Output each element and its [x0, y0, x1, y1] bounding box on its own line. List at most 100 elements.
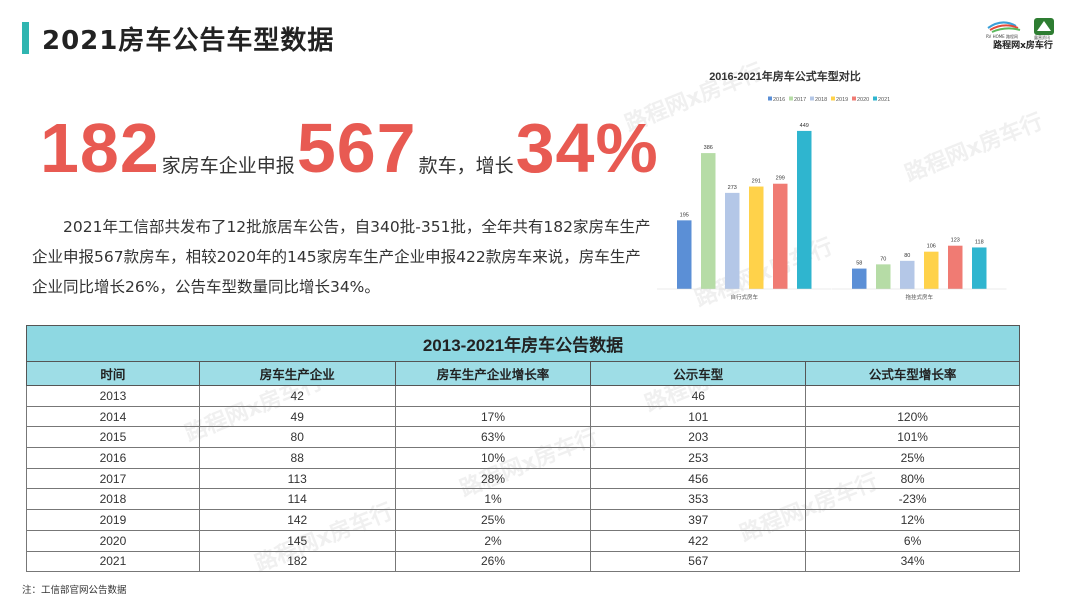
legend-label: 2019	[836, 97, 848, 103]
table-cell: 120%	[805, 405, 1020, 428]
header-models: 公示车型	[590, 361, 807, 386]
legend-swatch	[852, 96, 856, 101]
footnote: 注：工信部官网公告数据	[22, 585, 127, 596]
table-cell: 2%	[394, 529, 592, 552]
table-cell: 422	[590, 529, 807, 552]
table-cell: 101	[590, 405, 807, 428]
header-model-growth: 公式车型增长率	[805, 361, 1020, 386]
table-cell: 145	[198, 529, 396, 552]
bar-value-label: 106	[927, 244, 936, 250]
legend-swatch	[873, 96, 877, 101]
bar	[972, 247, 987, 289]
headline: 182 家房车企业申报 567 款车，增长 34%	[40, 108, 659, 192]
table-row: 2013 42 46	[26, 385, 1020, 407]
brand-logo: RV HOME 路程网 露营资讯	[986, 18, 1054, 40]
table-cell: 2021	[26, 550, 200, 573]
table-cell: 12%	[805, 509, 1020, 531]
bar	[749, 186, 764, 289]
table-cell: 25%	[394, 509, 592, 531]
table-cell: 113	[198, 467, 396, 490]
comparison-bar-chart: 2016-2021年房车公式车型对比 2016 2017 2018 2019 2020 20…	[657, 69, 1007, 301]
headline-model-count: 567	[296, 109, 417, 187]
bar-value-label: 80	[904, 253, 910, 259]
table-cell	[394, 385, 592, 407]
table-cell: 2016	[26, 447, 200, 469]
header-year: 时间	[26, 361, 200, 386]
table-row: 2014 49 17% 101 120%	[26, 405, 1020, 428]
table-row: 2021 182 26% 567 34%	[26, 550, 1020, 573]
table-cell: 28%	[394, 467, 592, 490]
legend-label: 2016	[773, 97, 785, 103]
bar-value-label: 123	[951, 238, 960, 244]
title-accent-bar	[22, 22, 29, 54]
bar	[924, 251, 939, 289]
table-cell: 10%	[394, 447, 592, 469]
headline-text-1: 家房车企业申报	[161, 155, 295, 177]
table-cell: 567	[590, 550, 807, 573]
bar-value-label: 70	[880, 256, 886, 262]
table-cell: 80	[198, 426, 396, 449]
bar	[852, 268, 867, 289]
bar-value-label: 299	[776, 176, 785, 182]
bar-value-label: 291	[752, 179, 761, 185]
table-title: 2013-2021年房车公告数据	[26, 325, 1020, 362]
table-cell: -23%	[805, 488, 1020, 511]
table-cell: 2013	[26, 385, 200, 407]
table-cell: 26%	[394, 550, 592, 573]
table-cell: 2017	[26, 467, 200, 490]
table-cell: 46	[590, 385, 807, 407]
category-label: 自行式房车	[730, 293, 758, 301]
legend-label: 2020	[857, 97, 869, 103]
bar	[876, 264, 891, 289]
table-cell: 63%	[394, 426, 592, 449]
bar	[725, 192, 740, 289]
table-cell: 353	[590, 488, 807, 511]
table-row: 2015 80 63% 203 101%	[26, 426, 1020, 449]
bar	[773, 183, 788, 289]
table-cell: 397	[590, 509, 807, 531]
table-cell: 25%	[805, 447, 1020, 469]
table-cell: 114	[198, 488, 396, 511]
table-cell: 42	[198, 385, 396, 407]
logo-small-right: 露营资讯	[1034, 34, 1050, 40]
bar	[677, 220, 692, 289]
bar	[948, 245, 963, 289]
legend-swatch	[831, 96, 835, 101]
legend-swatch	[789, 96, 793, 101]
category-label: 拖挂式房车	[905, 293, 933, 301]
bar	[701, 153, 716, 289]
header-companies: 房车生产企业	[198, 361, 396, 386]
table-cell: 142	[198, 509, 396, 531]
bar-value-label: 195	[680, 212, 689, 218]
headline-text-2: 款车，增长	[418, 155, 514, 177]
bar-value-label: 386	[704, 145, 713, 151]
table-row: 2020 145 2% 422 6%	[26, 529, 1020, 552]
table-row: 2016 88 10% 253 25%	[26, 447, 1020, 469]
legend-swatch	[768, 96, 772, 101]
table-row: 2017 113 28% 456 80%	[26, 467, 1020, 490]
announcement-table: 2013-2021年房车公告数据 时间 房车生产企业 房车生产企业增长率 公示车…	[26, 325, 1020, 573]
legend-label: 2018	[815, 97, 827, 103]
legend-label: 2017	[794, 97, 806, 103]
table-row: 2019 142 25% 397 12%	[26, 509, 1020, 531]
table-row: 2018 114 1% 353 -23%	[26, 488, 1020, 511]
chart-title: 2016-2021年房车公式车型对比	[709, 69, 861, 83]
bar	[900, 260, 915, 289]
table-cell: 203	[590, 426, 807, 449]
table-cell: 1%	[394, 488, 592, 511]
header-company-growth: 房车生产企业增长率	[394, 361, 592, 386]
headline-growth: 34%	[515, 109, 659, 187]
table-header-row: 时间 房车生产企业 房车生产企业增长率 公示车型 公式车型增长率	[26, 361, 1020, 386]
legend-label: 2021	[878, 97, 890, 103]
bar-value-label: 118	[975, 239, 984, 245]
table-cell	[805, 385, 1020, 407]
bar-value-label: 58	[856, 261, 862, 267]
table-cell: 182	[198, 550, 396, 573]
table-cell: 80%	[805, 467, 1020, 490]
headline-company-count: 182	[40, 109, 160, 187]
logo-small-left: RV HOME 路程网	[986, 33, 1018, 39]
logo-caption: 路程网x房车行	[993, 41, 1053, 51]
page-title: 2021房车公告车型数据	[42, 26, 335, 56]
table-cell: 2019	[26, 509, 200, 531]
table-cell: 17%	[394, 405, 592, 428]
